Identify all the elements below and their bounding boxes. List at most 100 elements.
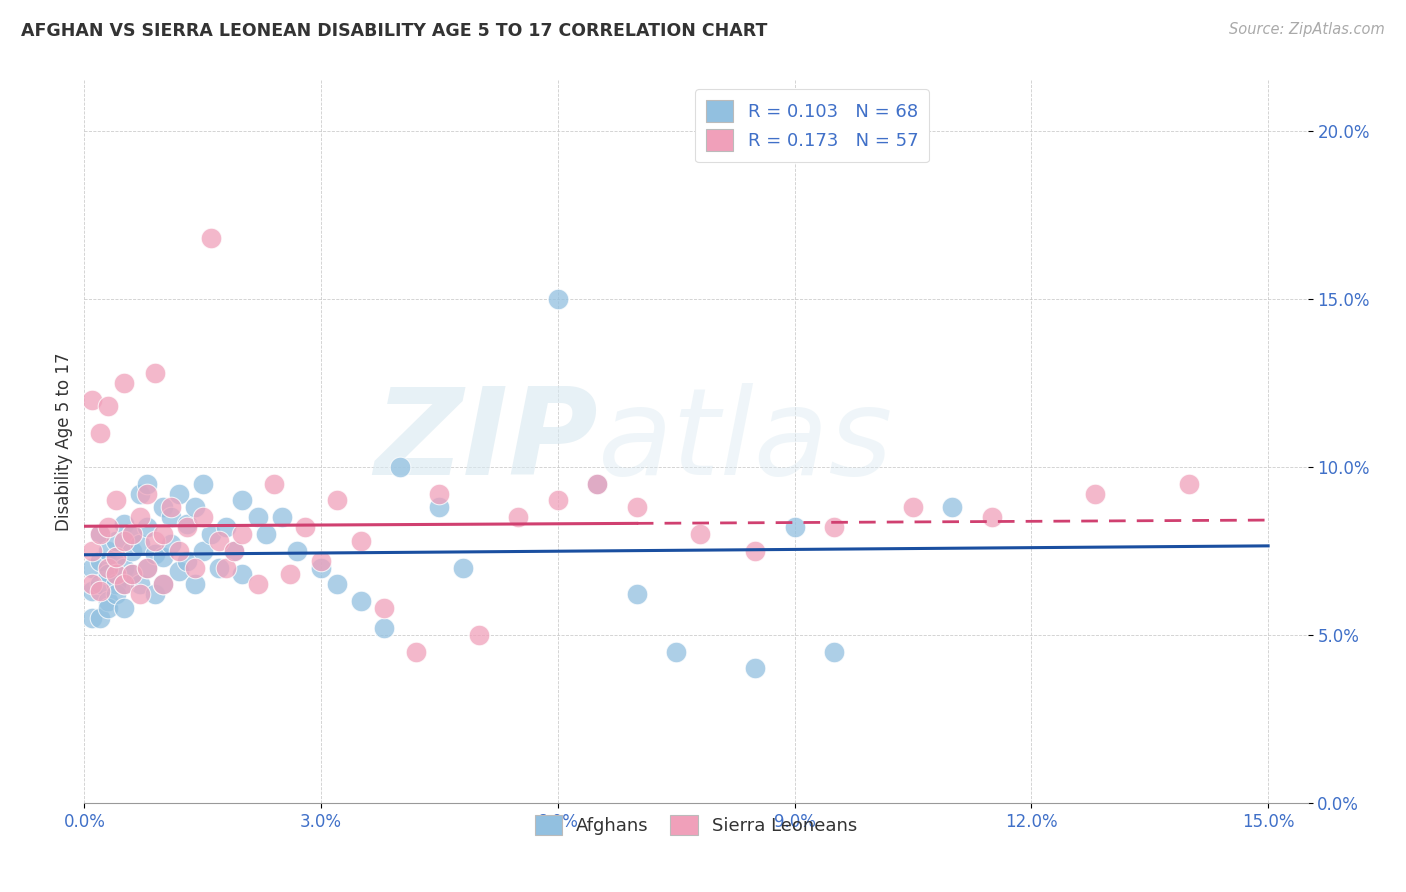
Point bbox=[128, 537, 150, 551]
Point bbox=[97, 560, 120, 574]
Point bbox=[823, 520, 845, 534]
Point bbox=[167, 486, 190, 500]
Point bbox=[89, 577, 111, 591]
Point bbox=[97, 567, 120, 582]
Point bbox=[136, 476, 159, 491]
Point bbox=[207, 560, 229, 574]
Point bbox=[586, 476, 609, 491]
Point bbox=[128, 486, 150, 500]
Point bbox=[167, 564, 190, 578]
Point bbox=[152, 577, 174, 591]
Point bbox=[104, 550, 127, 565]
Point bbox=[373, 621, 395, 635]
Point bbox=[121, 567, 143, 582]
Point bbox=[89, 527, 111, 541]
Point bbox=[254, 527, 277, 541]
Point bbox=[215, 560, 238, 574]
Point bbox=[97, 520, 120, 534]
Point bbox=[626, 500, 648, 514]
Point bbox=[89, 584, 111, 599]
Point bbox=[152, 527, 174, 541]
Point bbox=[191, 476, 214, 491]
Point bbox=[184, 500, 207, 514]
Text: atlas: atlas bbox=[598, 383, 893, 500]
Point bbox=[246, 577, 269, 591]
Point bbox=[429, 500, 451, 514]
Point bbox=[112, 560, 135, 574]
Point bbox=[451, 560, 474, 574]
Point bbox=[744, 661, 766, 675]
Point bbox=[689, 527, 711, 541]
Point bbox=[207, 533, 229, 548]
Point bbox=[744, 543, 766, 558]
Point bbox=[136, 560, 159, 574]
Point bbox=[215, 520, 238, 534]
Point bbox=[160, 510, 183, 524]
Point bbox=[783, 520, 806, 534]
Point bbox=[152, 550, 174, 565]
Point bbox=[1178, 476, 1201, 491]
Point bbox=[176, 520, 198, 534]
Point bbox=[104, 550, 127, 565]
Point bbox=[128, 510, 150, 524]
Point bbox=[136, 520, 159, 534]
Point bbox=[980, 510, 1002, 524]
Point bbox=[112, 577, 135, 591]
Point bbox=[89, 611, 111, 625]
Point bbox=[89, 426, 111, 441]
Point bbox=[349, 533, 371, 548]
Point bbox=[270, 510, 292, 524]
Point bbox=[128, 587, 150, 601]
Point bbox=[176, 554, 198, 568]
Point bbox=[405, 644, 427, 658]
Point bbox=[104, 533, 127, 548]
Point bbox=[373, 600, 395, 615]
Point bbox=[97, 543, 120, 558]
Point bbox=[665, 644, 688, 658]
Text: AFGHAN VS SIERRA LEONEAN DISABILITY AGE 5 TO 17 CORRELATION CHART: AFGHAN VS SIERRA LEONEAN DISABILITY AGE … bbox=[21, 22, 768, 40]
Point bbox=[224, 543, 246, 558]
Point bbox=[82, 560, 104, 574]
Point bbox=[1083, 486, 1105, 500]
Point bbox=[941, 500, 963, 514]
Legend: Afghans, Sierra Leoneans: Afghans, Sierra Leoneans bbox=[526, 806, 866, 845]
Point bbox=[231, 527, 253, 541]
Point bbox=[121, 527, 143, 541]
Point bbox=[136, 560, 159, 574]
Point bbox=[104, 587, 127, 601]
Point bbox=[152, 577, 174, 591]
Point bbox=[82, 584, 104, 599]
Point bbox=[349, 594, 371, 608]
Point bbox=[823, 644, 845, 658]
Point bbox=[184, 577, 207, 591]
Point bbox=[200, 527, 222, 541]
Point bbox=[97, 399, 120, 413]
Point bbox=[263, 476, 285, 491]
Point bbox=[176, 516, 198, 531]
Point bbox=[294, 520, 316, 534]
Point bbox=[145, 533, 167, 548]
Text: Source: ZipAtlas.com: Source: ZipAtlas.com bbox=[1229, 22, 1385, 37]
Point bbox=[104, 577, 127, 591]
Point bbox=[104, 493, 127, 508]
Point bbox=[112, 600, 135, 615]
Point bbox=[89, 554, 111, 568]
Point bbox=[326, 577, 349, 591]
Point bbox=[287, 543, 309, 558]
Point bbox=[145, 366, 167, 380]
Point bbox=[389, 459, 412, 474]
Point bbox=[901, 500, 924, 514]
Point bbox=[121, 567, 143, 582]
Point bbox=[112, 516, 135, 531]
Point bbox=[145, 547, 167, 561]
Point bbox=[82, 611, 104, 625]
Point bbox=[82, 543, 104, 558]
Y-axis label: Disability Age 5 to 17: Disability Age 5 to 17 bbox=[55, 352, 73, 531]
Point bbox=[191, 510, 214, 524]
Point bbox=[231, 567, 253, 582]
Point bbox=[200, 231, 222, 245]
Point bbox=[121, 527, 143, 541]
Point bbox=[112, 533, 135, 548]
Text: ZIP: ZIP bbox=[374, 383, 598, 500]
Point bbox=[309, 560, 332, 574]
